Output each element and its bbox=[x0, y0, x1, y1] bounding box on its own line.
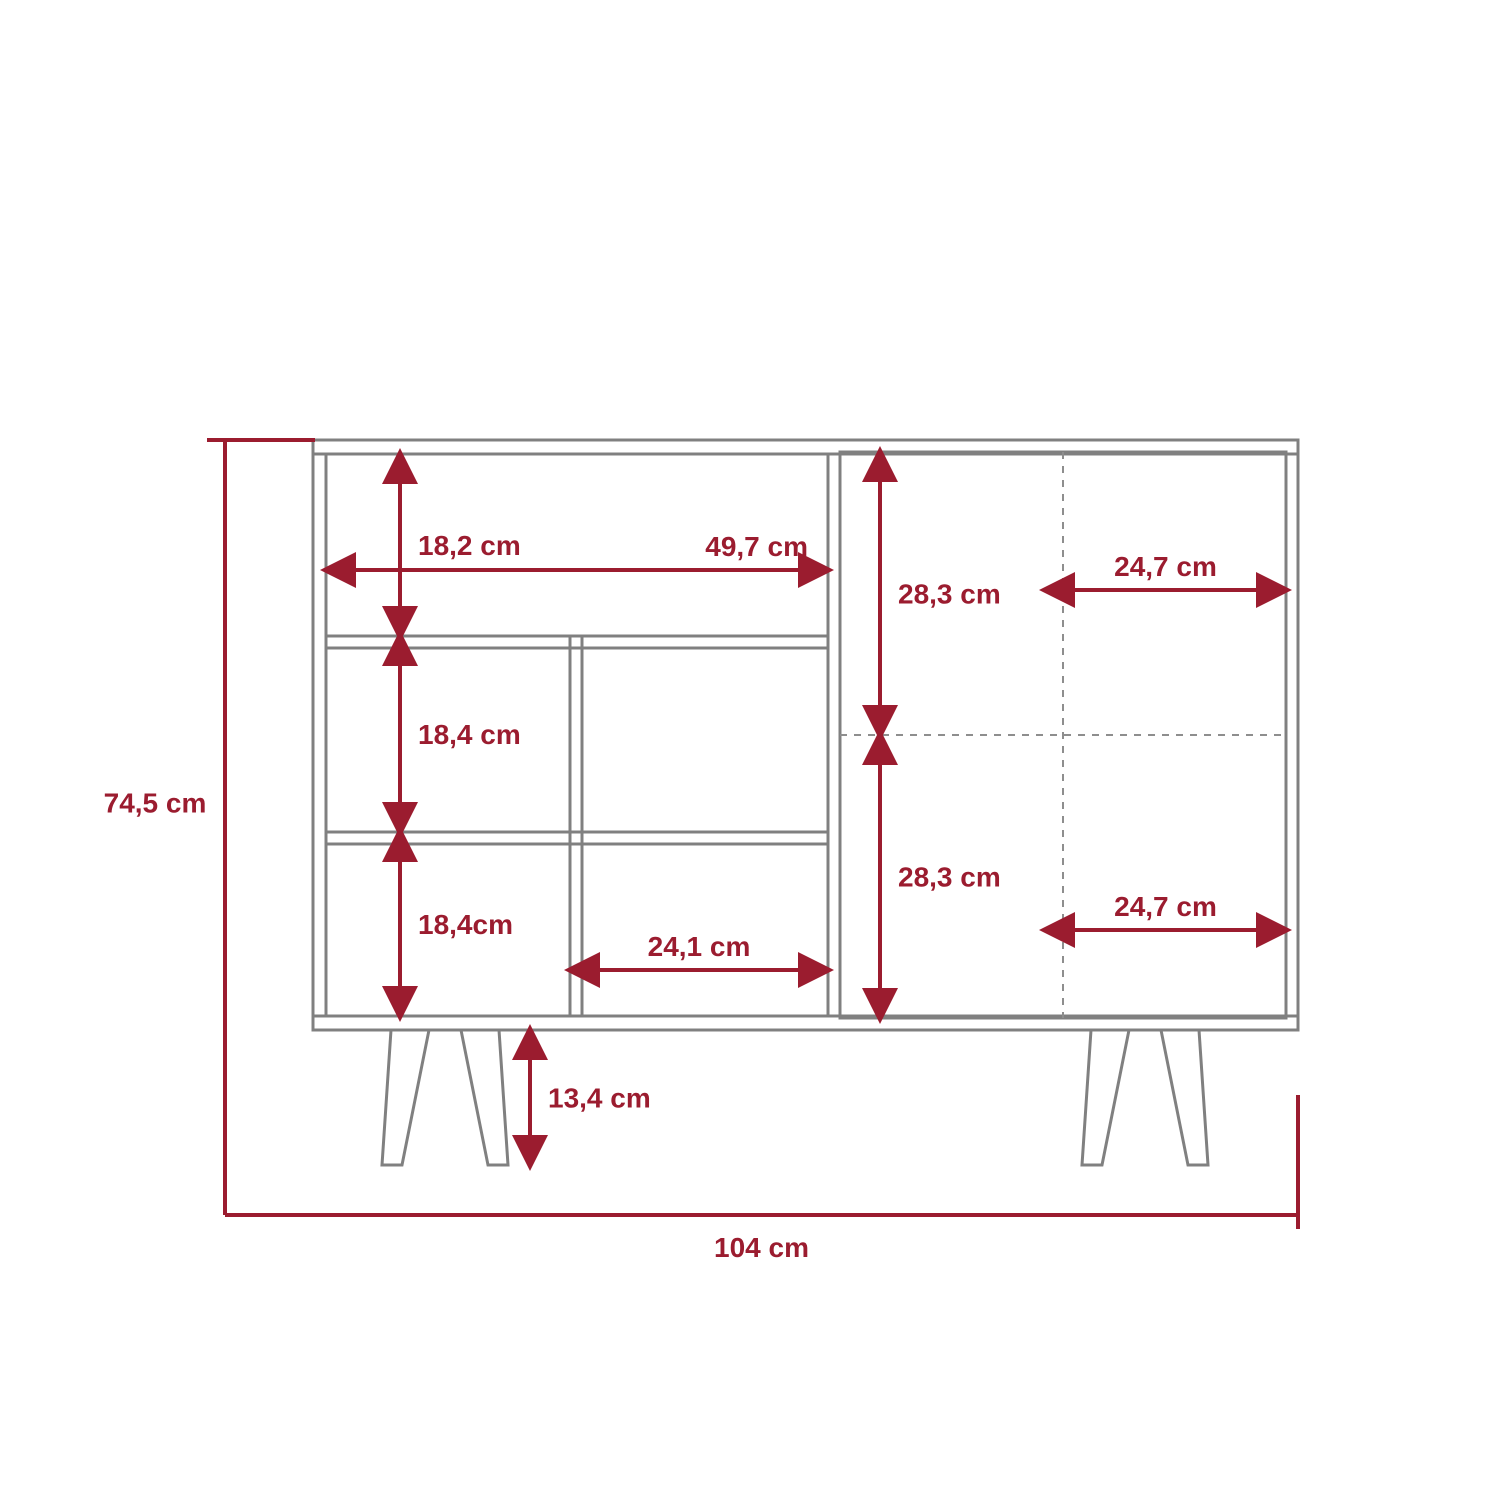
dim-label-top_shelf_w: 49,7 cm bbox=[705, 531, 808, 562]
overall-width-label: 104 cm bbox=[714, 1232, 809, 1263]
leg-1 bbox=[461, 1030, 508, 1165]
dim-label-leg_h: 13,4 cm bbox=[548, 1083, 651, 1114]
dim-label-mid_shelf_h: 18,4 cm bbox=[418, 719, 521, 750]
dim-label-door_top_h: 28,3 cm bbox=[898, 579, 1001, 610]
leg-3 bbox=[1161, 1030, 1208, 1165]
dimension-labels: 18,2 cm 49,7 cm 18,4 cm 18,4cm 24,1 cm 28,3 c… bbox=[104, 530, 1217, 1263]
furniture-dimension-diagram: 18,2 cm 49,7 cm 18,4 cm 18,4cm 24,1 cm 28,3 c… bbox=[0, 0, 1503, 1503]
dim-label-door_top_w: 24,7 cm bbox=[1114, 551, 1217, 582]
dim-label-low_shelf_w: 24,1 cm bbox=[648, 931, 751, 962]
construction-lines bbox=[840, 452, 1286, 1018]
leg-2 bbox=[1082, 1030, 1129, 1165]
dim-label-door_bot_w: 24,7 cm bbox=[1114, 891, 1217, 922]
leg-0 bbox=[382, 1030, 429, 1165]
dim-label-door_bot_h: 28,3 cm bbox=[898, 862, 1001, 893]
overall-height-label: 74,5 cm bbox=[104, 788, 207, 819]
dim-label-low_shelf_h: 18,4cm bbox=[418, 909, 513, 940]
dim-label-top_shelf_h: 18,2 cm bbox=[418, 530, 521, 561]
